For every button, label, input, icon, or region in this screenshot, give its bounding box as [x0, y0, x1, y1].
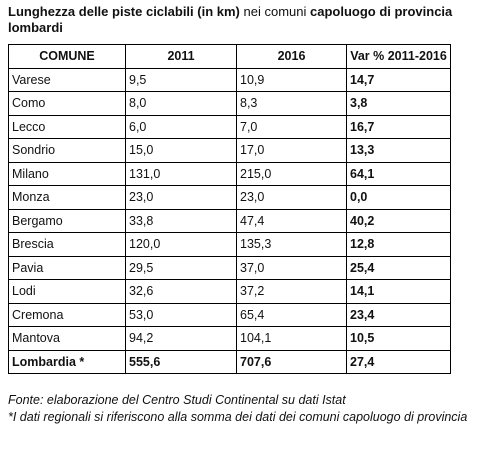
table-row: Varese 9,5 10,9 14,7 — [8, 67, 451, 92]
cell-2016: 65,4 — [236, 302, 347, 327]
table-row: Milano 131,0 215,0 64,1 — [8, 161, 451, 186]
title-bold-start: Lunghezza delle piste ciclabili (in km) — [8, 4, 240, 19]
table-row: Sondrio 15,0 17,0 13,3 — [8, 138, 451, 163]
cell-2011: 23,0 — [125, 185, 237, 210]
cell-var: 14,1 — [346, 279, 451, 304]
cell-var: 13,3 — [346, 138, 451, 163]
cell-var: 14,7 — [346, 67, 451, 92]
cell-var: 3,8 — [346, 91, 451, 116]
cell-var: 16,7 — [346, 114, 451, 139]
table-title: Lunghezza delle piste ciclabili (in km) … — [8, 4, 474, 36]
cell-2016: 215,0 — [236, 161, 347, 186]
cell-comune: Lodi — [8, 279, 126, 304]
cell-2011: 32,6 — [125, 279, 237, 304]
cell-comune: Pavia — [8, 255, 126, 280]
table-row: Pavia 29,5 37,0 25,4 — [8, 255, 451, 280]
cell-var: 64,1 — [346, 161, 451, 186]
cell-var: 10,5 — [346, 326, 451, 351]
cell-var: 40,2 — [346, 208, 451, 233]
cell-2016: 17,0 — [236, 138, 347, 163]
total-var: 27,4 — [346, 349, 451, 374]
total-comune: Lombardia * — [8, 349, 126, 374]
cell-comune: Mantova — [8, 326, 126, 351]
cell-2016: 104,1 — [236, 326, 347, 351]
cell-comune: Como — [8, 91, 126, 116]
cell-comune: Lecco — [8, 114, 126, 139]
footnote: *I dati regionali si riferiscono alla so… — [8, 410, 468, 424]
cell-2011: 29,5 — [125, 255, 237, 280]
total-2016: 707,6 — [236, 349, 347, 374]
cell-2011: 9,5 — [125, 67, 237, 92]
table-row: Lecco 6,0 7,0 16,7 — [8, 114, 451, 139]
title-bold-end: capoluogo di provincia lombardi — [8, 4, 453, 35]
table-row: Cremona 53,0 65,4 23,4 — [8, 302, 451, 327]
cell-2016: 8,3 — [236, 91, 347, 116]
source-note: Fonte: elaborazione del Centro Studi Con… — [8, 393, 346, 407]
table-row: Como 8,0 8,3 3,8 — [8, 91, 451, 116]
cell-comune: Cremona — [8, 302, 126, 327]
cell-2016: 47,4 — [236, 208, 347, 233]
cell-2011: 8,0 — [125, 91, 237, 116]
header-2011: 2011 — [125, 44, 237, 69]
cell-2016: 37,2 — [236, 279, 347, 304]
cell-2011: 53,0 — [125, 302, 237, 327]
cell-comune: Sondrio — [8, 138, 126, 163]
table-row: Lodi 32,6 37,2 14,1 — [8, 279, 451, 304]
cell-comune: Bergamo — [8, 208, 126, 233]
cell-2011: 6,0 — [125, 114, 237, 139]
total-2011: 555,6 — [125, 349, 237, 374]
header-row: COMUNE 2011 2016 Var % 2011-2016 — [8, 44, 451, 69]
cell-2011: 33,8 — [125, 208, 237, 233]
cell-2011: 131,0 — [125, 161, 237, 186]
cell-2016: 23,0 — [236, 185, 347, 210]
cell-var: 0,0 — [346, 185, 451, 210]
cell-2011: 120,0 — [125, 232, 237, 257]
cell-var: 12,8 — [346, 232, 451, 257]
cell-comune: Monza — [8, 185, 126, 210]
table-row: Monza 23,0 23,0 0,0 — [8, 185, 451, 210]
header-comune: COMUNE — [8, 44, 126, 69]
cell-comune: Milano — [8, 161, 126, 186]
cell-comune: Brescia — [8, 232, 126, 257]
cell-2016: 135,3 — [236, 232, 347, 257]
table-row: Mantova 94,2 104,1 10,5 — [8, 326, 451, 351]
header-2016: 2016 — [236, 44, 347, 69]
cell-var: 23,4 — [346, 302, 451, 327]
table-row: Bergamo 33,8 47,4 40,2 — [8, 208, 451, 233]
total-row: Lombardia * 555,6 707,6 27,4 — [8, 349, 451, 374]
title-light-middle: nei comuni — [239, 4, 310, 19]
cell-2011: 15,0 — [125, 138, 237, 163]
header-var: Var % 2011-2016 — [346, 44, 451, 69]
cell-comune: Varese — [8, 67, 126, 92]
cell-2016: 7,0 — [236, 114, 347, 139]
bike-lanes-table: COMUNE 2011 2016 Var % 2011-2016 Varese … — [8, 44, 451, 374]
cell-2011: 94,2 — [125, 326, 237, 351]
table-row: Brescia 120,0 135,3 12,8 — [8, 232, 451, 257]
cell-2016: 10,9 — [236, 67, 347, 92]
cell-2016: 37,0 — [236, 255, 347, 280]
cell-var: 25,4 — [346, 255, 451, 280]
